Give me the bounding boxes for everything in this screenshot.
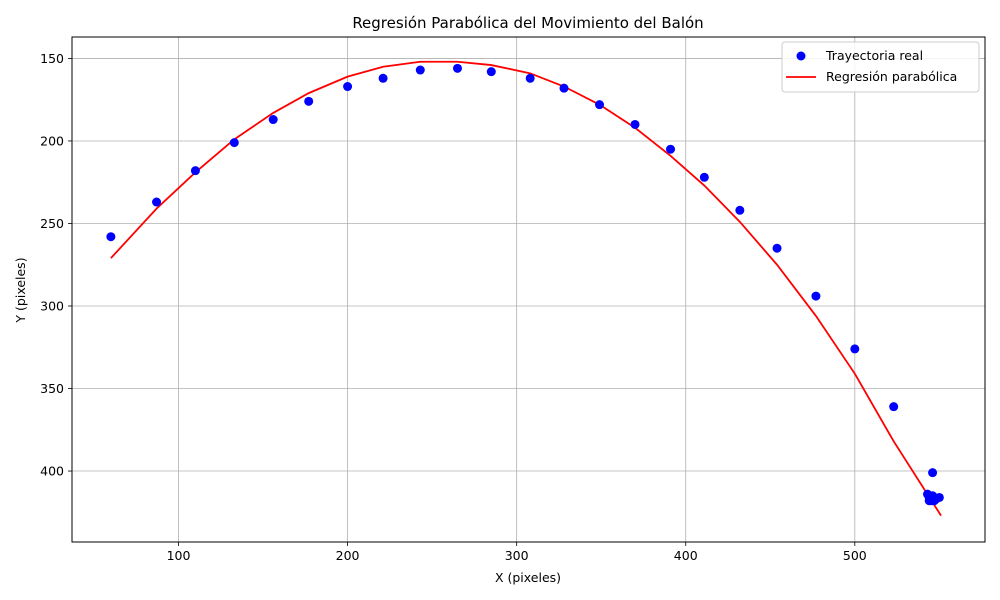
- x-tick-label: 100: [167, 548, 191, 563]
- data-point: [343, 82, 353, 92]
- x-tick-label: 500: [843, 548, 867, 563]
- y-tick-label: 200: [40, 133, 64, 148]
- data-point: [735, 205, 745, 215]
- plot-frame: [71, 36, 986, 543]
- x-axis-label: X (pixeles): [495, 570, 561, 585]
- data-point: [595, 100, 605, 110]
- legend: Trayectoria real Regresión parabólica: [781, 41, 980, 93]
- legend-label-real: Trayectoria real: [825, 48, 923, 63]
- data-point: [452, 63, 462, 73]
- chart-title: Regresión Parabólica del Movimiento del …: [352, 14, 703, 32]
- data-point: [268, 115, 278, 125]
- data-point: [486, 67, 496, 77]
- data-point: [190, 166, 200, 176]
- data-point: [666, 144, 676, 154]
- data-point: [415, 65, 425, 75]
- y-tick-label: 350: [40, 381, 64, 396]
- data-point: [850, 344, 860, 354]
- data-point: [229, 138, 239, 148]
- real-trajectory-series: [106, 63, 944, 506]
- legend-marker-real: [796, 51, 806, 61]
- regression-line-series: [110, 60, 942, 517]
- data-point: [699, 172, 709, 182]
- legend-box: [781, 41, 980, 93]
- y-tick-label: 400: [40, 464, 64, 479]
- data-point: [106, 232, 116, 242]
- y-axis-ticks: 150 200 250 300 350 400: [40, 51, 72, 479]
- data-point: [630, 119, 640, 129]
- data-point: [525, 73, 535, 83]
- x-tick-label: 300: [505, 548, 529, 563]
- data-point: [152, 197, 162, 207]
- regression-line: [110, 60, 942, 517]
- x-axis-ticks: 100 200 300 400 500: [167, 542, 867, 563]
- data-point: [889, 402, 899, 412]
- data-point: [304, 96, 314, 106]
- data-point: [928, 468, 938, 478]
- data-point: [378, 73, 388, 83]
- y-tick-label: 150: [40, 51, 64, 66]
- data-point: [811, 291, 821, 301]
- legend-label-regression: Regresión parabólica: [826, 69, 957, 84]
- x-tick-label: 200: [336, 548, 360, 563]
- y-tick-label: 250: [40, 216, 64, 231]
- data-point: [559, 83, 569, 93]
- x-tick-label: 400: [674, 548, 698, 563]
- y-tick-label: 300: [40, 299, 64, 314]
- data-point: [934, 492, 944, 502]
- y-axis-label: Y (pixeles): [13, 257, 28, 323]
- grid: [72, 37, 985, 542]
- data-point: [772, 243, 782, 253]
